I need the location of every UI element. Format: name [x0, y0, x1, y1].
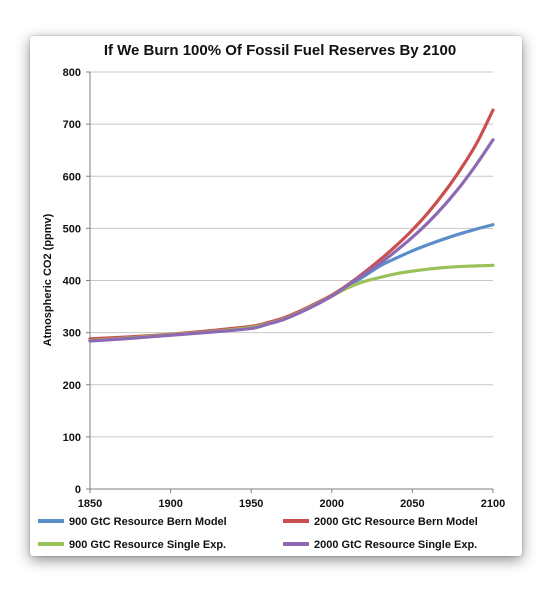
x-tick-label: 1900 [158, 498, 182, 510]
y-tick-label: 0 [75, 484, 81, 496]
series-lines [88, 108, 495, 343]
legend-label: 900 GtC Resource Bern Model [69, 516, 227, 528]
series-line-1 [88, 223, 495, 343]
x-tick-label: 2100 [481, 498, 505, 510]
y-tick-label: 500 [63, 223, 81, 235]
x-tick-label: 1950 [239, 498, 263, 510]
legend: 900 GtC Resource Bern Model 2000 GtC Reso… [38, 516, 478, 551]
y-tick-label: 700 [63, 119, 81, 131]
x-tick-label: 2050 [400, 498, 424, 510]
y-tick-label: 300 [63, 328, 81, 340]
series-line-3 [88, 263, 495, 343]
legend-label: 2000 GtC Resource Bern Model [314, 516, 478, 528]
y-tick-label: 200 [63, 380, 81, 392]
series-line-4 [88, 138, 495, 343]
y-tick-label: 100 [63, 432, 81, 444]
chart-card: If We Burn 100% Of Fossil Fuel Reserves … [30, 36, 522, 556]
x-tick-label: 2000 [320, 498, 344, 510]
x-tick-label: 1850 [78, 498, 102, 510]
y-tick-label: 800 [63, 67, 81, 79]
legend-label: 2000 GtC Resource Single Exp. [314, 539, 477, 551]
gridlines [90, 71, 493, 438]
legend-label: 900 GtC Resource Single Exp. [69, 539, 226, 551]
y-tick-label: 600 [63, 171, 81, 183]
y-tick-label: 400 [63, 276, 81, 288]
series-line-2 [88, 108, 495, 341]
line-chart: If We Burn 100% Of Fossil Fuel Reserves … [38, 42, 506, 551]
y-axis-label: Atmospheric CO2 (ppmv) [42, 213, 54, 346]
chart-title: If We Burn 100% Of Fossil Fuel Reserves … [104, 42, 456, 59]
axes: 0 100 200 300 400 500 600 700 800 1850 1900 1950 200… [63, 67, 506, 510]
